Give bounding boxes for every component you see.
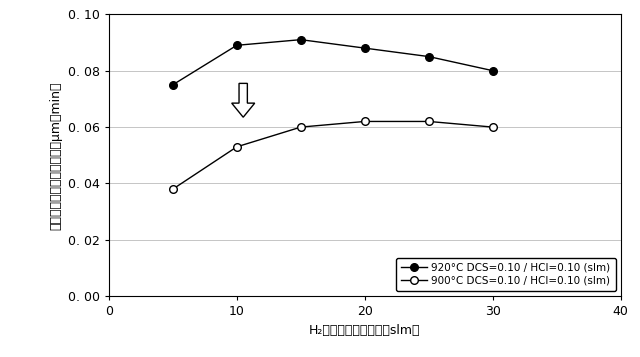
Line: 920°C DCS=0.10 / HCl=0.10 (slm): 920°C DCS=0.10 / HCl=0.10 (slm): [169, 36, 497, 89]
900°C DCS=0.10 / HCl=0.10 (slm): [169, 187, 177, 191]
920°C DCS=0.10 / HCl=0.10 (slm): [361, 46, 369, 50]
Polygon shape: [232, 84, 255, 117]
Y-axis label: エピタキシャル成長速度（μm／min）: エピタキシャル成長速度（μm／min）: [49, 81, 62, 230]
920°C DCS=0.10 / HCl=0.10 (slm): [425, 54, 433, 59]
900°C DCS=0.10 / HCl=0.10 (slm): [233, 145, 241, 149]
920°C DCS=0.10 / HCl=0.10 (slm): [297, 37, 305, 42]
900°C DCS=0.10 / HCl=0.10 (slm): [297, 125, 305, 129]
X-axis label: H₂キャリアガス流量（slm）: H₂キャリアガス流量（slm）: [309, 324, 420, 337]
Line: 900°C DCS=0.10 / HCl=0.10 (slm): 900°C DCS=0.10 / HCl=0.10 (slm): [169, 118, 497, 193]
900°C DCS=0.10 / HCl=0.10 (slm): [489, 125, 497, 129]
920°C DCS=0.10 / HCl=0.10 (slm): [169, 83, 177, 87]
920°C DCS=0.10 / HCl=0.10 (slm): [233, 43, 241, 47]
920°C DCS=0.10 / HCl=0.10 (slm): [489, 69, 497, 73]
Legend: 920°C DCS=0.10 / HCl=0.10 (slm), 900°C DCS=0.10 / HCl=0.10 (slm): 920°C DCS=0.10 / HCl=0.10 (slm), 900°C D…: [396, 257, 616, 291]
900°C DCS=0.10 / HCl=0.10 (slm): [361, 119, 369, 124]
900°C DCS=0.10 / HCl=0.10 (slm): [425, 119, 433, 124]
